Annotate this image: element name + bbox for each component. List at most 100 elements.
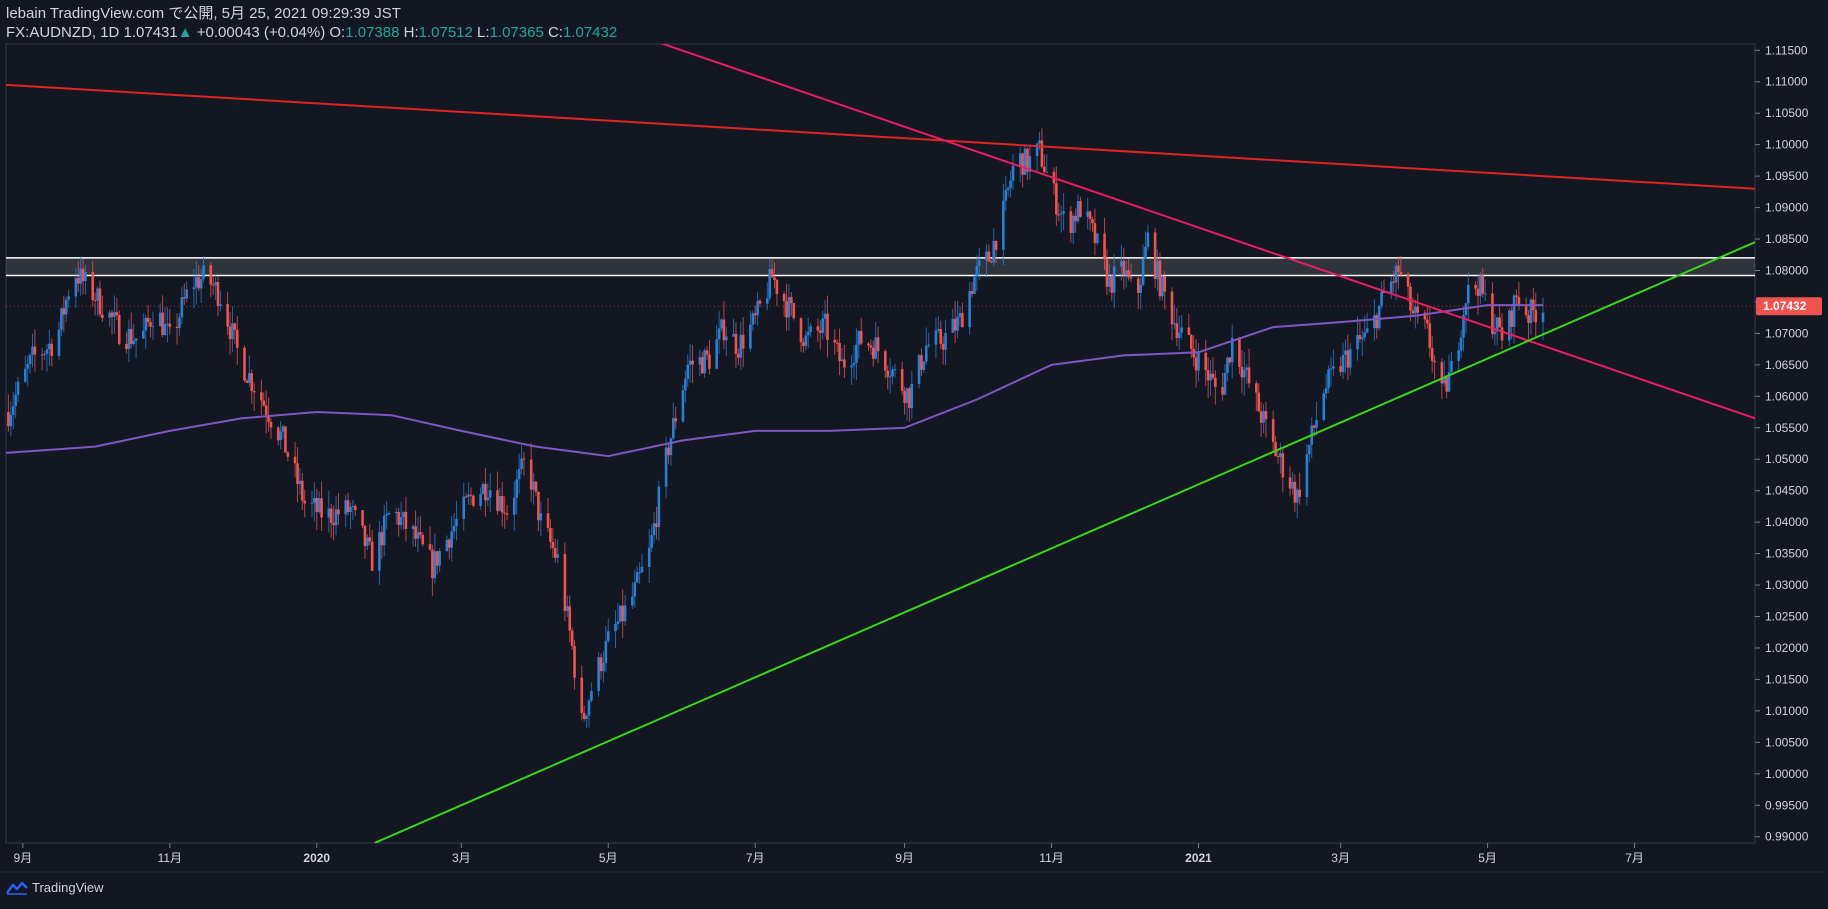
candle-body <box>50 343 54 356</box>
candle-body <box>741 334 745 349</box>
candle-body <box>310 502 314 504</box>
candle-body <box>209 265 213 285</box>
candle-body <box>1524 305 1528 316</box>
candle-body <box>1433 360 1436 363</box>
x-tick-label: 9月 <box>14 851 33 865</box>
candle-body <box>298 480 302 485</box>
footer-brand[interactable]: TradingView <box>6 880 104 895</box>
candle-body <box>416 532 420 539</box>
candle-body <box>67 296 70 300</box>
candle-body <box>1332 366 1335 369</box>
candle-body <box>1423 312 1427 320</box>
candle-body <box>93 299 97 301</box>
y-tick-label: 1.05500 <box>1765 421 1809 435</box>
candle-body <box>1440 362 1444 384</box>
y-tick-label: 1.11000 <box>1765 75 1808 89</box>
candle-body <box>1298 489 1301 497</box>
candle-body <box>992 241 996 263</box>
candle-body <box>45 349 49 354</box>
y-tick-label: 1.03000 <box>1765 578 1809 592</box>
candle-body <box>688 360 692 365</box>
candle-body <box>1271 419 1275 442</box>
candle-body <box>91 272 95 300</box>
candle-body <box>927 344 930 346</box>
candle-body <box>768 269 771 299</box>
candle-body <box>1373 315 1376 329</box>
time-axis[interactable]: 9月 11月 2020 3月 5月 7月 9月 11月 2021 3月 5月 7月 <box>14 843 1644 865</box>
candle-body <box>1110 276 1114 293</box>
candle-body <box>332 522 335 526</box>
candle-body <box>1228 357 1232 363</box>
candle-body <box>691 360 694 365</box>
publish-info: lebain TradingView.com で公開, 5月 25, 2021 … <box>6 5 401 22</box>
candle-body <box>1348 349 1352 368</box>
moving-average-line[interactable] <box>5 304 1543 458</box>
candle-body <box>26 364 29 369</box>
trendlines-layer[interactable] <box>6 41 1755 843</box>
candle-body <box>1416 306 1420 313</box>
candle-body <box>1474 284 1477 289</box>
candle-body <box>621 605 625 622</box>
price-axis[interactable]: 1.11500 1.11000 1.10500 1.10000 1.09500 1.090… <box>1755 43 1822 844</box>
candle-body <box>472 495 475 506</box>
candle-body <box>404 512 408 529</box>
candle-body <box>60 308 63 330</box>
candle-body <box>1238 337 1241 367</box>
candle-body <box>1091 219 1094 224</box>
pink-downtrend-trendline[interactable] <box>654 41 1755 420</box>
candle-body <box>698 357 702 365</box>
candle-body <box>835 342 839 344</box>
candle-body <box>1541 312 1545 323</box>
candle-body <box>623 605 627 622</box>
symbol-label[interactable]: FX:AUDNZD, 1D <box>6 24 120 41</box>
candle-body <box>1515 295 1518 297</box>
candle-body <box>23 368 27 382</box>
candle-body <box>1382 291 1386 293</box>
candle-body <box>604 640 608 663</box>
candle-body <box>816 326 820 331</box>
candle-body <box>108 312 111 318</box>
candle-body <box>1498 317 1501 328</box>
candle-body <box>686 364 690 379</box>
candle-body <box>163 323 167 335</box>
candle-body <box>1103 233 1106 259</box>
candle-body <box>1079 201 1082 217</box>
candle-body <box>1026 148 1029 172</box>
candle-body <box>129 328 133 344</box>
candle-body <box>366 537 369 547</box>
candle-body <box>1426 319 1429 324</box>
candle-body <box>1356 335 1359 350</box>
candle-body <box>252 390 256 393</box>
candle-body <box>175 326 179 328</box>
candle-body <box>452 526 456 532</box>
moving-average-layer <box>5 304 1543 458</box>
candle-body <box>402 512 405 518</box>
candle-body <box>178 317 181 328</box>
candle-body <box>479 493 482 506</box>
candle-body <box>563 554 567 611</box>
candle-body <box>438 551 441 566</box>
chart-header: lebain TradingView.com で公開, 5月 25, 2021 … <box>6 4 617 42</box>
candle-body <box>500 496 504 513</box>
candle-body <box>115 312 119 315</box>
candle-body <box>248 373 251 383</box>
candle-body <box>11 406 15 415</box>
red-resistance-trendline[interactable] <box>6 83 1755 190</box>
candle-body <box>1163 276 1167 292</box>
candle-body <box>151 326 155 328</box>
candle-body <box>843 359 846 368</box>
candle-body <box>149 322 152 327</box>
candle-body <box>1045 171 1049 173</box>
candle-body <box>1327 369 1330 389</box>
candle-body <box>973 275 976 294</box>
green-uptrend-trendline[interactable] <box>374 241 1755 843</box>
candle-body <box>715 339 718 369</box>
candle-body <box>790 297 793 304</box>
open-value: 1.07388 <box>345 24 400 41</box>
candle-body <box>1507 310 1511 341</box>
y-tick-label: 1.09000 <box>1765 201 1809 215</box>
candle-body <box>1346 350 1350 368</box>
candle-body <box>1059 213 1063 215</box>
candle-body <box>469 494 473 496</box>
